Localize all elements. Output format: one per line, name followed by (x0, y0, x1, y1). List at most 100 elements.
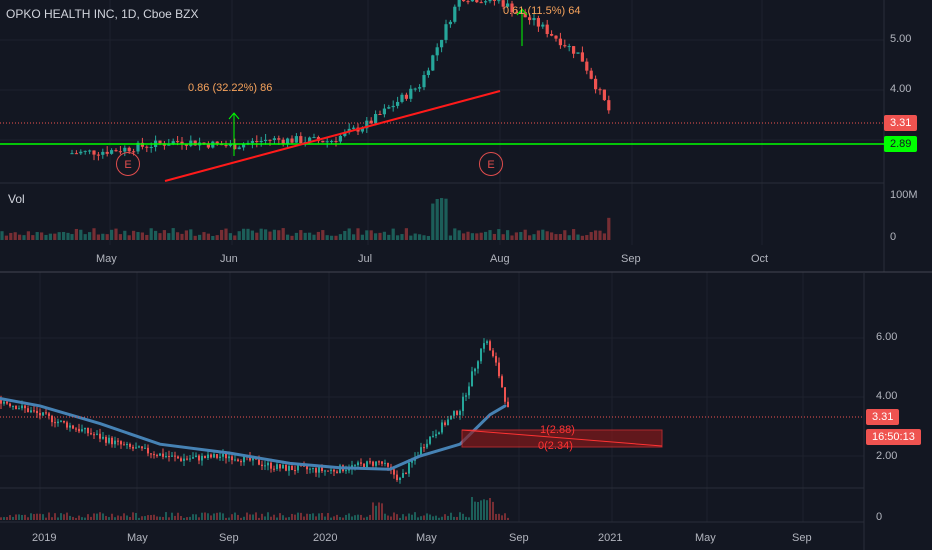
volume-label[interactable]: Vol (8, 192, 25, 206)
top-candle-body (382, 108, 386, 115)
bottom-candle-body (456, 411, 458, 415)
bottom-volume-bar (198, 517, 200, 520)
earnings-e-circle-icon[interactable]: E (479, 152, 503, 176)
top-volume-bar (220, 229, 224, 240)
bottom-candle-body (213, 454, 215, 458)
bottom-volume-bar (378, 502, 380, 520)
bottom-candle-body (432, 435, 434, 437)
bottom-candle-body (288, 465, 290, 471)
top-volume-bar (211, 235, 215, 240)
top-candle-body (277, 138, 281, 140)
top-candle-body (158, 140, 162, 144)
bottom-candle-body (237, 459, 239, 462)
bottom-volume-bar (273, 514, 275, 520)
top-candle-body (202, 142, 206, 144)
projection-label-2[interactable]: 0(2.34) (538, 440, 573, 452)
top-candle-body (545, 24, 549, 35)
bottom-volume-bar (204, 512, 206, 520)
top-volume-bar (352, 234, 356, 240)
top-candle-body (510, 3, 514, 13)
top-volume-bar (378, 232, 382, 240)
bottom-volume-bar (111, 513, 113, 520)
top-volume-bar (510, 235, 514, 240)
symbol-title[interactable]: OPKO HEALTH INC, 1D, Cboe BZX (6, 7, 199, 21)
bottom-volume-bar (3, 517, 5, 520)
bottom-candle-body (438, 432, 440, 435)
top-volume-bar (123, 230, 127, 240)
top-candle-body (497, 0, 501, 2)
top-volume-bar (127, 235, 131, 240)
bottom-candle-body (474, 368, 476, 372)
top-volume-bar (233, 235, 237, 240)
bottom-candle-body (261, 464, 263, 466)
top-candle-body (589, 70, 593, 79)
top-volume-bar (264, 229, 268, 240)
top-volume-bar (466, 231, 470, 240)
bottom-volume-bar (147, 515, 149, 520)
top-volume-bar (259, 228, 263, 240)
top-x-tick: Jul (358, 253, 373, 265)
top-volume-bar (400, 234, 404, 240)
top-x-tick: Aug (490, 253, 510, 265)
top-volume-bar (70, 234, 74, 240)
top-volume-bar (484, 231, 488, 240)
bottom-candle-body (465, 395, 467, 397)
top-candle-body (422, 75, 426, 88)
top-volume-bar (145, 234, 149, 240)
bottom-x-tick: Sep (219, 532, 239, 544)
bottom-candle-body (372, 461, 374, 466)
bottom-volume-bar (342, 517, 344, 520)
top-volume-bar (105, 234, 109, 240)
projection-label-1[interactable]: 1(2.88) (540, 424, 575, 436)
bottom-volume-bar (324, 516, 326, 520)
bottom-volume-bar (372, 502, 374, 520)
top-volume-bar (387, 234, 391, 240)
top-volume-bar (598, 230, 602, 240)
top-vol-tick: 0 (890, 231, 897, 243)
top-candle-body (101, 151, 105, 155)
top-volume-bar (303, 232, 307, 240)
top-volume-bar (545, 231, 549, 240)
bottom-volume-bar (177, 512, 179, 520)
earnings-e-circle-icon[interactable]: E (116, 152, 140, 176)
top-volume-bar (215, 235, 219, 240)
bottom-volume-bar (45, 517, 47, 520)
top-candle-body (343, 132, 347, 136)
bottom-candle-body (69, 425, 71, 428)
top-volume-bar (550, 232, 554, 240)
bottom-vol-tick: 0 (876, 511, 883, 523)
top-volume-bar (53, 233, 57, 240)
bottom-candle-body (447, 419, 449, 425)
top-volume-bar (44, 234, 48, 240)
top-candle-body (290, 138, 294, 143)
bottom-candle-body (321, 467, 323, 472)
bottom-candle-body (420, 447, 422, 456)
top-volume-bar (83, 234, 87, 240)
bottom-candle-body (156, 455, 158, 457)
bottom-volume-bar (246, 512, 248, 520)
top-candle-body (409, 88, 413, 99)
bottom-candle-body (141, 446, 143, 449)
top-candle-body (149, 147, 153, 149)
bottom-candle-body (192, 457, 194, 459)
bottom-candle-body (336, 471, 338, 473)
top-candle-body (457, 0, 461, 7)
bottom-volume-bar (471, 496, 473, 520)
top-candle-body (378, 114, 382, 116)
bottom-volume-bar (483, 499, 485, 520)
bottom-volume-bar (69, 515, 71, 520)
bottom-volume-bar (351, 516, 353, 520)
measure-label-2[interactable]: 0.61 (11.5%) 64 (503, 5, 581, 17)
top-candle-body (396, 101, 400, 106)
bottom-volume-bar (366, 516, 368, 520)
top-candle-body (536, 18, 540, 27)
top-candle-body (140, 142, 144, 147)
bottom-candle-body (309, 468, 311, 470)
measure-label-1[interactable]: 0.86 (32.22%) 86 (188, 82, 273, 94)
top-volume-bar (189, 229, 193, 240)
bottom-volume-bar (393, 512, 395, 520)
bottom-candle-body (498, 362, 500, 377)
bottom-volume-bar (432, 516, 434, 520)
